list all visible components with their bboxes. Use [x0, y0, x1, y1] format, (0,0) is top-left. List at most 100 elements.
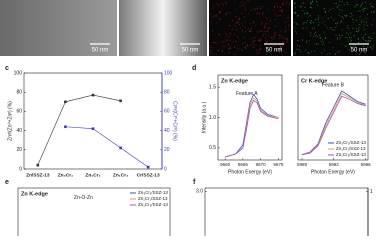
map-dot — [267, 35, 269, 37]
map-dot — [365, 1, 367, 3]
map-dot — [267, 8, 269, 10]
map-dot — [340, 37, 342, 39]
map-dot — [268, 26, 270, 28]
map-dot — [353, 35, 355, 37]
map-dot — [287, 37, 289, 39]
map-dot — [364, 24, 366, 26]
map-dot — [368, 40, 370, 42]
map-dot — [348, 27, 350, 29]
x-axis-label: Photon Energy (eV) — [228, 169, 272, 175]
map-dot — [274, 7, 276, 9]
series-line — [37, 94, 121, 166]
map-dot — [357, 31, 359, 33]
map-dot — [294, 52, 296, 54]
map-dot — [278, 34, 280, 36]
data-point — [64, 125, 67, 129]
map-dot — [262, 12, 264, 14]
map-dot — [209, 33, 211, 35]
map-dot — [228, 48, 230, 50]
map-dot — [369, 37, 371, 39]
map-dot — [326, 53, 328, 55]
map-dot — [302, 10, 304, 12]
y2-tick-label: 20 — [164, 147, 170, 153]
annotation: Zn-O-Zn — [74, 195, 93, 201]
map-dot — [335, 34, 337, 36]
plot-title: Zn K-edge — [221, 78, 248, 84]
haadf-image — [119, 0, 207, 56]
map-dot — [302, 23, 304, 25]
map-dot — [227, 11, 229, 13]
map-dot — [216, 3, 218, 5]
series-line — [225, 97, 279, 158]
map-dot — [255, 49, 257, 51]
map-dot — [353, 45, 355, 47]
map-dot — [306, 12, 308, 14]
map-dot — [282, 49, 284, 51]
map-dot — [253, 22, 255, 24]
map-dot — [338, 4, 340, 6]
map-dot — [274, 32, 276, 34]
map-dot — [321, 52, 323, 54]
map-dot — [350, 12, 352, 14]
y-tick-label: 1.5 — [209, 84, 216, 90]
map-dot — [226, 4, 228, 6]
legend-label: Zn₁Cr₁/SSZ-13 — [138, 196, 168, 201]
map-dot — [218, 5, 220, 7]
map-dot — [306, 20, 308, 22]
map-dot — [253, 46, 255, 48]
map-dot — [309, 2, 311, 4]
map-dot — [236, 29, 238, 31]
map-dot — [331, 28, 333, 30]
map-dot — [317, 43, 319, 45]
map-dot — [233, 33, 235, 35]
map-dot — [358, 24, 360, 26]
map-dot — [363, 46, 365, 48]
map-dot — [313, 21, 315, 23]
map-dot — [317, 4, 319, 6]
map-dot — [284, 31, 286, 33]
series-line — [301, 93, 366, 156]
map-dot — [350, 47, 352, 49]
map-dot — [349, 50, 351, 52]
map-dot — [307, 52, 309, 54]
map-dot — [223, 41, 225, 43]
map-dot — [335, 23, 337, 25]
map-dot — [367, 40, 369, 42]
map-dot — [307, 11, 309, 13]
map-dot — [248, 0, 250, 2]
map-dot — [283, 42, 285, 44]
map-dot — [245, 9, 247, 11]
map-dot — [310, 21, 312, 23]
map-dot — [370, 46, 372, 48]
map-dot — [260, 50, 262, 52]
map-dot — [224, 45, 226, 47]
map-dot — [322, 39, 324, 41]
series-line — [301, 95, 366, 156]
map-dot — [295, 32, 297, 34]
map-dot — [268, 28, 270, 30]
map-dot — [285, 41, 287, 43]
y-tick-label: 100 — [14, 70, 23, 76]
map-dot — [367, 13, 369, 15]
map-dot — [260, 47, 262, 49]
map-dot — [280, 36, 282, 38]
map-dot — [229, 46, 231, 48]
map-dot — [296, 23, 298, 25]
map-dot — [240, 27, 242, 29]
map-dot — [211, 16, 213, 18]
map-dot — [246, 44, 248, 46]
map-dot — [285, 26, 287, 28]
map-dot — [361, 19, 363, 21]
map-dot — [256, 7, 258, 9]
map-dot — [238, 38, 240, 40]
map-dot — [285, 17, 287, 19]
map-dot — [273, 6, 275, 8]
map-dot — [323, 49, 325, 51]
map-dot — [239, 48, 241, 50]
map-dot — [233, 41, 235, 43]
map-dot — [250, 38, 252, 40]
map-dot — [237, 19, 239, 21]
map-dot — [231, 28, 233, 30]
map-dot — [308, 52, 310, 54]
